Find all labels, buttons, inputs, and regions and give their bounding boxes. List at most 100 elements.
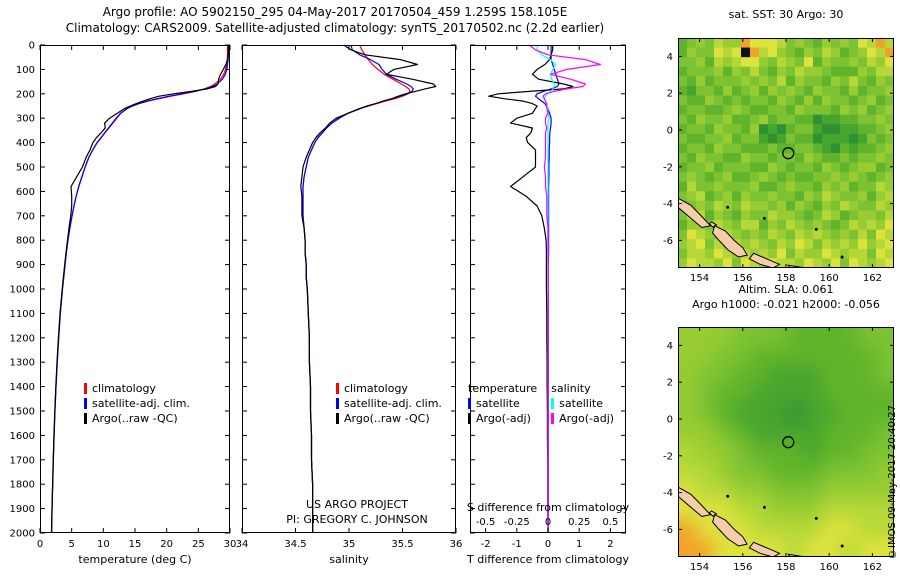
climatology-swatch bbox=[336, 383, 339, 394]
salinity-legend-header: salinity bbox=[551, 382, 591, 395]
s-argo-swatch bbox=[551, 413, 555, 424]
svg-text:T difference from climatology: T difference from climatology bbox=[466, 553, 629, 566]
legend-item-argo: Argo(..raw -QC) bbox=[84, 411, 190, 426]
svg-text:34.5: 34.5 bbox=[284, 539, 306, 550]
legend-item-t-argo: Argo(-adj) bbox=[468, 411, 537, 426]
svg-text:154: 154 bbox=[690, 273, 709, 284]
legend-label: satellite bbox=[559, 397, 603, 410]
svg-text:34: 34 bbox=[236, 539, 249, 550]
svg-text:-2: -2 bbox=[663, 162, 673, 173]
svg-text:158: 158 bbox=[776, 273, 795, 284]
sst-map-title: sat. SST: 30 Argo: 30 bbox=[728, 8, 844, 21]
svg-text:20: 20 bbox=[160, 539, 173, 550]
figure-title-line2: Climatology: CARS2009. Satellite-adjuste… bbox=[65, 21, 605, 35]
svg-text:30: 30 bbox=[224, 539, 237, 550]
legend-label: Argo(-adj) bbox=[476, 412, 531, 425]
legend-label: satellite-adj. clim. bbox=[344, 397, 442, 410]
temperature-legend-column: temperature satellite Argo(-adj) bbox=[468, 381, 537, 426]
difference-panel: -2 -1 0 1 2 T difference from climatology -0.5… bbox=[466, 44, 630, 566]
svg-text:2000: 2000 bbox=[10, 529, 35, 540]
legend-item-climatology: climatology bbox=[336, 381, 442, 396]
t-satellite-swatch bbox=[468, 398, 471, 409]
temperature-profile-panel: 0 5 10 15 20 25 300100200300400500600700800900… bbox=[10, 41, 237, 567]
svg-text:4: 4 bbox=[667, 341, 673, 352]
svg-text:35: 35 bbox=[343, 539, 356, 550]
salinity-legend-column: salinity satellite Argo(-adj) bbox=[551, 381, 614, 426]
sla-map: 154 156 158 160 162 4 2 0 -2 -4 -6 bbox=[663, 327, 894, 573]
svg-text:2: 2 bbox=[667, 378, 673, 389]
temperature-panel-legend: climatology satellite-adj. clim. Argo(..… bbox=[84, 381, 190, 426]
svg-text:salinity: salinity bbox=[329, 553, 369, 566]
svg-text:25: 25 bbox=[192, 539, 205, 550]
legend-label: climatology bbox=[344, 382, 408, 395]
legend-item-t-satellite: satellite bbox=[468, 396, 537, 411]
svg-text:-6: -6 bbox=[663, 525, 673, 536]
svg-text:1900: 1900 bbox=[10, 504, 35, 515]
svg-text:400: 400 bbox=[16, 138, 35, 149]
svg-text:10: 10 bbox=[97, 539, 110, 550]
svg-text:-1: -1 bbox=[512, 539, 522, 550]
svg-text:0: 0 bbox=[29, 41, 35, 52]
svg-text:1400: 1400 bbox=[10, 382, 35, 393]
legend-item-satellite-clim: satellite-adj. clim. bbox=[336, 396, 442, 411]
legend-item-satellite-clim: satellite-adj. clim. bbox=[84, 396, 190, 411]
salinity-profile-panel: 34 34.5 35 35.5 36 salinity bbox=[236, 44, 462, 566]
svg-text:162: 162 bbox=[863, 273, 882, 284]
svg-text:156: 156 bbox=[733, 273, 752, 284]
svg-text:156: 156 bbox=[733, 562, 752, 573]
svg-text:-4: -4 bbox=[663, 199, 673, 210]
svg-text:700: 700 bbox=[16, 211, 35, 222]
svg-text:1300: 1300 bbox=[10, 358, 35, 369]
svg-text:200: 200 bbox=[16, 89, 35, 100]
legend-item-climatology: climatology bbox=[84, 381, 190, 396]
svg-text:temperature (deg C): temperature (deg C) bbox=[78, 553, 191, 566]
svg-text:1000: 1000 bbox=[10, 285, 35, 296]
svg-text:4: 4 bbox=[667, 52, 673, 63]
legend-label: satellite bbox=[476, 397, 520, 410]
svg-text:0: 0 bbox=[545, 517, 551, 528]
pi-note: PI: GREGORY C. JOHNSON bbox=[286, 513, 428, 526]
svg-text:1100: 1100 bbox=[10, 309, 35, 320]
svg-text:-2: -2 bbox=[481, 539, 491, 550]
svg-text:600: 600 bbox=[16, 187, 35, 198]
legend-item-s-satellite: satellite bbox=[551, 396, 614, 411]
sst-map: 154 156 158 160 162 4 2 0 -2 -4 -6 bbox=[663, 38, 894, 284]
svg-text:0: 0 bbox=[37, 539, 43, 550]
svg-text:-6: -6 bbox=[663, 236, 673, 247]
climatology-swatch bbox=[84, 383, 87, 394]
temperature-legend-header: temperature bbox=[468, 382, 538, 395]
svg-text:2: 2 bbox=[667, 89, 673, 100]
t-argo-swatch bbox=[468, 413, 471, 424]
svg-text:36: 36 bbox=[450, 539, 463, 550]
svg-text:0: 0 bbox=[667, 126, 673, 137]
legend-label: Argo(..raw -QC) bbox=[344, 412, 430, 425]
difference-panel-legend: temperature satellite Argo(-adj) salinit… bbox=[468, 381, 614, 426]
sla-map-subtitle: Argo h1000: -0.021 h2000: -0.056 bbox=[692, 298, 880, 311]
argo-swatch bbox=[84, 413, 87, 424]
svg-text:900: 900 bbox=[16, 260, 35, 271]
legend-label: satellite-adj. clim. bbox=[92, 397, 190, 410]
argo-swatch bbox=[336, 413, 339, 424]
legend-item-s-argo: Argo(-adj) bbox=[551, 411, 614, 426]
svg-text:158: 158 bbox=[776, 562, 795, 573]
svg-text:800: 800 bbox=[16, 236, 35, 247]
svg-text:154: 154 bbox=[690, 562, 709, 573]
svg-text:1500: 1500 bbox=[10, 407, 35, 418]
salinity-panel-legend: climatology satellite-adj. clim. Argo(..… bbox=[336, 381, 442, 426]
svg-text:2: 2 bbox=[607, 539, 613, 550]
svg-text:0.25: 0.25 bbox=[568, 517, 590, 528]
svg-text:1700: 1700 bbox=[10, 455, 35, 466]
svg-text:-2: -2 bbox=[663, 451, 673, 462]
legend-label: Argo(..raw -QC) bbox=[92, 412, 178, 425]
sla-map-title: Altim. SLA: 0.061 bbox=[738, 283, 834, 296]
legend-label: climatology bbox=[92, 382, 156, 395]
satellite-clim-swatch bbox=[84, 398, 87, 409]
imos-credit: ©IMOS 09-May-2017 20:40:27 bbox=[887, 405, 898, 559]
svg-text:1: 1 bbox=[576, 539, 582, 550]
svg-text:S difference from climatology: S difference from climatology bbox=[467, 501, 630, 514]
svg-text:1800: 1800 bbox=[10, 480, 35, 491]
svg-text:100: 100 bbox=[16, 65, 35, 76]
svg-text:160: 160 bbox=[820, 562, 839, 573]
svg-text:1600: 1600 bbox=[10, 431, 35, 442]
